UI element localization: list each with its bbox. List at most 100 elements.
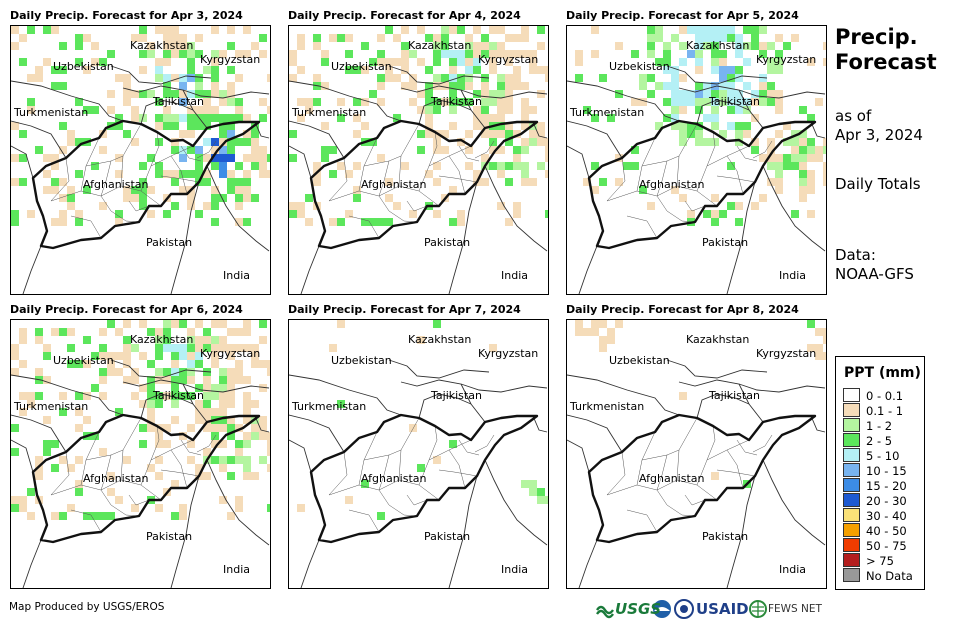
precip-cell [227, 170, 235, 178]
precip-cell [545, 66, 548, 74]
forecast-map: Uzbekistan Kazakhstan Kyrgyzstan Tajikistan… [566, 25, 827, 295]
precip-cell [195, 106, 203, 114]
country-label-uzbekistan: Uzbekistan [53, 354, 114, 367]
precip-cell [807, 114, 815, 122]
legend-title: PPT (mm) [844, 365, 921, 381]
precip-cell [305, 218, 313, 226]
precip-cell [51, 328, 59, 336]
precip-cell [441, 74, 449, 82]
precip-cell [513, 202, 521, 210]
precip-cell [59, 42, 67, 50]
precip-cell [219, 162, 227, 170]
precip-cell [433, 456, 441, 464]
country-label-pakistan: Pakistan [424, 530, 471, 543]
precip-cell [267, 154, 270, 162]
precip-cell [67, 186, 75, 194]
precip-cell [631, 50, 639, 58]
precip-cell [513, 210, 521, 218]
precip-cell [695, 34, 703, 42]
precip-cell [11, 178, 19, 186]
precip-cell [267, 368, 270, 376]
precip-cell [647, 50, 655, 58]
precip-cell [107, 368, 115, 376]
precip-cell [11, 352, 19, 360]
precip-cell [345, 496, 353, 504]
precip-cell [607, 328, 615, 336]
precip-cell [163, 90, 171, 98]
country-border [11, 439, 34, 473]
precip-cell [639, 74, 647, 82]
precip-cell [267, 432, 270, 440]
precip-cell [115, 170, 123, 178]
precip-cell [575, 74, 583, 82]
legend-swatch [843, 508, 860, 522]
precip-cell [767, 178, 775, 186]
precip-cell [171, 384, 179, 392]
precip-cell [115, 496, 123, 504]
country-border [289, 414, 345, 453]
precip-cell [115, 154, 123, 162]
precip-cell [401, 58, 409, 66]
precip-cell [259, 114, 267, 122]
country-border [578, 539, 598, 588]
precip-cell [147, 360, 155, 368]
precip-cell [163, 424, 171, 432]
precip-cell [235, 218, 243, 226]
precip-cell [211, 66, 219, 74]
precip-cell [369, 90, 377, 98]
precip-cell [203, 400, 211, 408]
precip-cell [179, 82, 187, 90]
legend-item: 50 - 75 [843, 538, 907, 553]
precip-cell [235, 368, 243, 376]
country-label-uzbekistan: Uzbekistan [331, 60, 392, 73]
precip-cell [147, 42, 155, 50]
precip-cell [227, 456, 235, 464]
precip-cell [823, 146, 826, 154]
precip-cell [297, 42, 305, 50]
precip-cell [243, 328, 251, 336]
precip-cell [147, 400, 155, 408]
precip-cell [163, 440, 171, 448]
precip-cell [203, 392, 211, 400]
precip-cell [163, 50, 171, 58]
country-label-kazakhstan: Kazakhstan [408, 333, 472, 346]
map-canvas [11, 26, 270, 294]
precip-cell [655, 26, 663, 34]
province-border [606, 451, 626, 496]
precip-cell [441, 34, 449, 42]
precip-cell [583, 106, 591, 114]
precip-cell [759, 82, 767, 90]
country-label-uzbekistan: Uzbekistan [53, 60, 114, 73]
precip-cell [211, 424, 219, 432]
precip-cell [465, 58, 473, 66]
precip-cell [481, 34, 489, 42]
precip-cell [703, 98, 711, 106]
precip-cell [457, 218, 465, 226]
province-border [458, 439, 480, 456]
precip-cell [465, 42, 473, 50]
usgs-logo-icon [596, 605, 614, 619]
precip-cell [377, 82, 385, 90]
precip-cell [59, 194, 67, 202]
precip-cell [313, 162, 321, 170]
precip-cell [59, 82, 67, 90]
precip-cell [425, 130, 433, 138]
province-border [752, 434, 773, 453]
precip-cell [11, 26, 19, 34]
credit-text: Map Produced by USGS/EROS [9, 601, 165, 613]
country-border [254, 121, 270, 139]
precip-cell [243, 178, 251, 186]
precip-cell [489, 66, 497, 74]
country-label-tajikistan: Tajikistan [431, 389, 482, 402]
legend-label: No Data [866, 569, 913, 583]
country-border [289, 439, 312, 473]
precip-cell [171, 416, 179, 424]
precip-cell [27, 392, 35, 400]
precip-cell [663, 98, 671, 106]
precip-cell [425, 66, 433, 74]
precip-cell [377, 34, 385, 42]
precip-cell [91, 512, 99, 520]
precip-cell [187, 352, 195, 360]
country-border [810, 121, 826, 139]
precip-cell [51, 154, 59, 162]
